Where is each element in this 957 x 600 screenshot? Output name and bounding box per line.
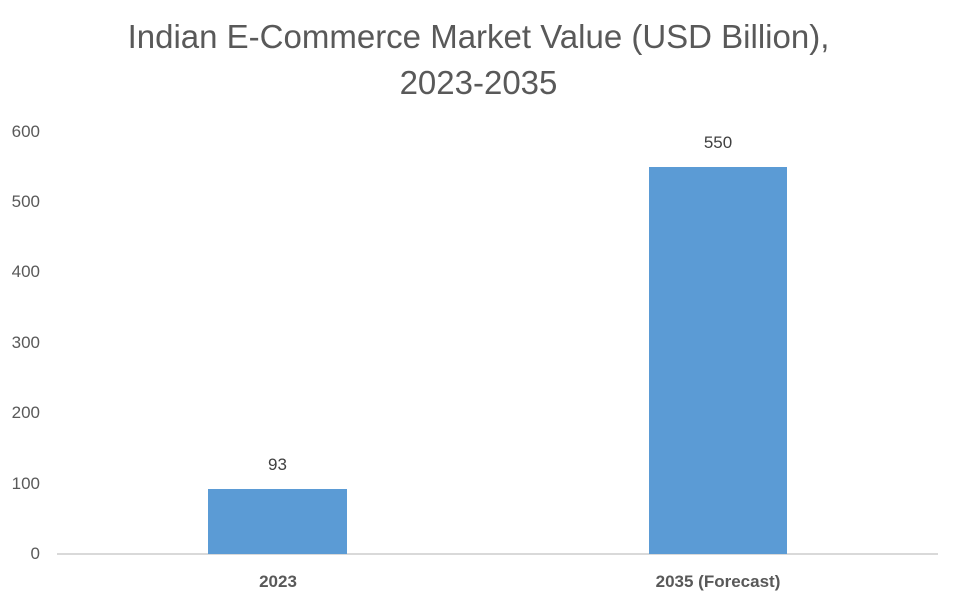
y-tick-label: 300 xyxy=(11,333,40,352)
x-category-label-2023: 2023 xyxy=(259,572,297,591)
bar-2023 xyxy=(208,489,347,554)
x-category-label-2035-forecast: 2035 (Forecast) xyxy=(655,572,781,591)
chart-title: Indian E-Commerce Market Value (USD Bill… xyxy=(0,14,957,106)
data-label-2035-forecast: 550 xyxy=(703,133,733,152)
chart-title-line-2: 2023-2035 xyxy=(399,64,558,101)
y-tick-label: 100 xyxy=(11,474,40,493)
y-tick-label: 500 xyxy=(11,192,40,211)
y-tick-label: 200 xyxy=(11,403,40,422)
bar-2035-forecast xyxy=(649,167,787,554)
y-tick-label: 0 xyxy=(30,544,40,563)
x-axis-line xyxy=(57,553,938,555)
data-label-2023: 93 xyxy=(268,455,287,474)
chart-title-line-1: Indian E-Commerce Market Value (USD Bill… xyxy=(127,18,830,55)
y-tick-label: 400 xyxy=(11,262,40,281)
y-tick-label: 600 xyxy=(11,122,40,141)
